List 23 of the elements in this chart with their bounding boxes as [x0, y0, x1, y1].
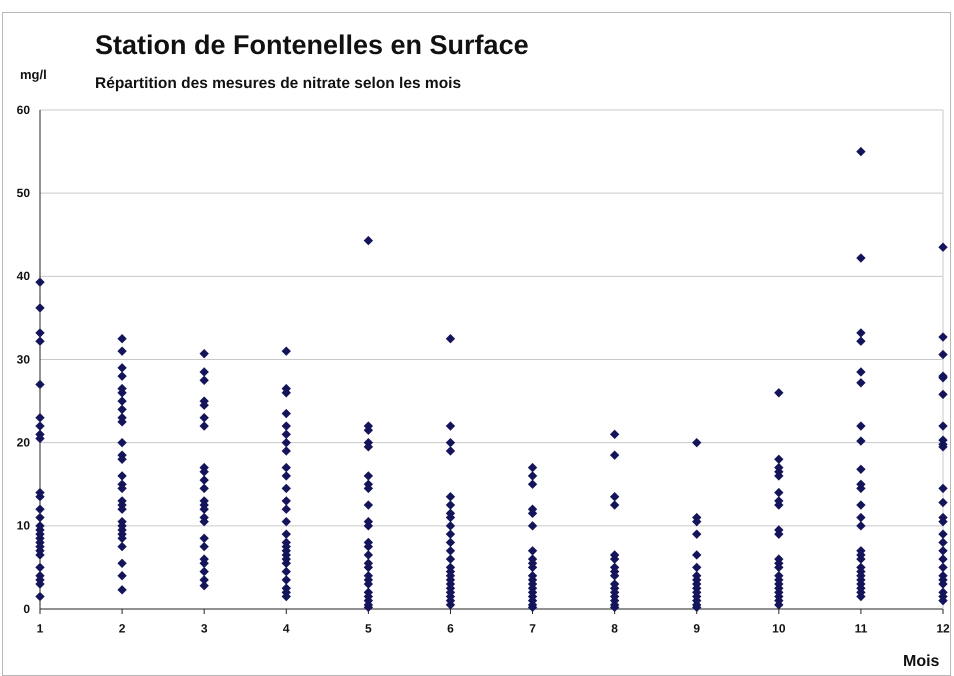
x-tick-label: 7: [529, 622, 536, 636]
y-axis-title: mg/l: [20, 67, 47, 82]
x-tick-label: 6: [447, 622, 454, 636]
x-tick-label: 8: [611, 622, 618, 636]
x-tick-label: 1: [36, 622, 44, 636]
y-tick-label: 50: [16, 186, 30, 200]
x-axis-title: Mois: [903, 653, 940, 670]
y-tick-label: 10: [16, 518, 30, 533]
y-tick-label: 20: [16, 436, 30, 450]
y-tick-label: 60: [16, 102, 30, 117]
y-tick-label: 40: [16, 269, 30, 284]
x-tick-label: 3: [200, 622, 208, 636]
x-tick-label: 10: [772, 622, 786, 636]
x-tick-label: 4: [282, 622, 290, 636]
y-tick-label: 30: [16, 352, 30, 366]
x-tick-label: 11: [854, 622, 868, 636]
x-tick-label: 9: [693, 622, 700, 636]
chart-title: Station de Fontenelles en Surface: [95, 30, 529, 60]
x-tick-label: 5: [365, 622, 372, 636]
y-tick-label: 0: [23, 602, 30, 616]
chart-subtitle: Répartition des mesures de nitrate selon les mois: [95, 75, 462, 92]
x-tick-label: 12: [936, 622, 950, 636]
x-tick-label: 2: [118, 622, 126, 636]
